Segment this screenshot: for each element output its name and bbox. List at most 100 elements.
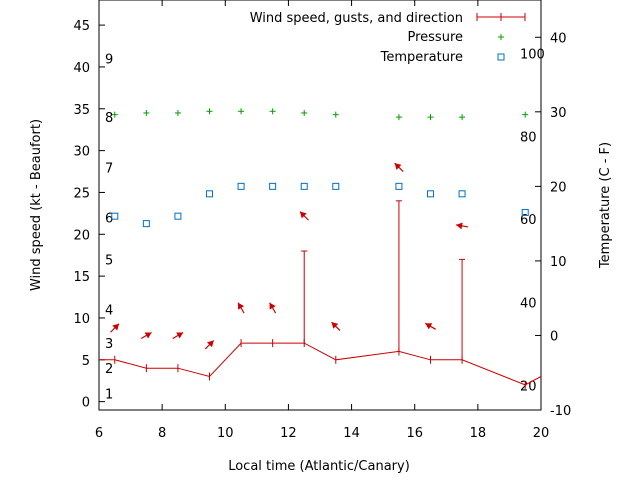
y-tick-label: 30 bbox=[73, 145, 90, 160]
fahrenheit-label: 20 bbox=[520, 379, 537, 394]
pressure-point bbox=[269, 108, 276, 115]
y-tick-label: 0 bbox=[82, 396, 90, 411]
plot-frame bbox=[98, 0, 542, 411]
wind-arrow-head bbox=[331, 322, 339, 329]
pressure-point bbox=[206, 108, 213, 115]
wind-arrow bbox=[394, 162, 404, 173]
beaufort-label: 1 bbox=[105, 387, 113, 402]
pressure-point bbox=[143, 109, 150, 116]
beaufort-scale: 1 2 3 4 5 6 7 8 9 bbox=[105, 53, 113, 403]
pressure-point bbox=[522, 111, 529, 118]
fahrenheit-label: 80 bbox=[520, 130, 537, 145]
temperature-point bbox=[142, 220, 150, 228]
temperature-point bbox=[332, 182, 340, 190]
y2-tick-label: 40 bbox=[550, 31, 567, 46]
pressure-series bbox=[111, 108, 529, 121]
wind-arrow bbox=[204, 340, 215, 350]
x-tick-label: 10 bbox=[217, 426, 234, 441]
y2-axis-label: Temperature (C - F) bbox=[598, 142, 613, 269]
wind-arrow bbox=[269, 302, 277, 314]
x-tick-label: 14 bbox=[343, 426, 360, 441]
wind-arrow-head bbox=[425, 323, 433, 330]
wind-arrow bbox=[425, 322, 436, 330]
y-tick-label: 10 bbox=[73, 312, 90, 327]
fahrenheit-label: 60 bbox=[520, 213, 537, 228]
beaufort-label: 9 bbox=[105, 53, 113, 68]
y-tick-label: 45 bbox=[73, 19, 90, 34]
pressure-point bbox=[111, 111, 118, 118]
y-tick-label: 35 bbox=[73, 103, 90, 118]
x-tick-label: 12 bbox=[280, 426, 297, 441]
y-axis-left: 0 5 10 15 20 25 30 35 40 45 bbox=[73, 19, 105, 411]
temperature-point bbox=[427, 190, 434, 198]
wind-arrow-head bbox=[176, 332, 184, 339]
wind-arrow-head bbox=[112, 323, 120, 331]
pressure-point bbox=[395, 114, 402, 121]
temperature-point bbox=[300, 182, 308, 190]
pressure-point bbox=[174, 109, 181, 116]
y2-tick-label: -10 bbox=[550, 404, 571, 419]
pressure-point bbox=[332, 111, 339, 118]
temperature-point bbox=[111, 212, 119, 220]
temperature-point bbox=[395, 182, 403, 190]
x-tick-label: 16 bbox=[406, 426, 423, 441]
y-tick-label: 20 bbox=[73, 228, 90, 243]
y-axis-right: -10 0 10 20 30 40 bbox=[535, 31, 571, 419]
temperature-point bbox=[521, 208, 529, 216]
y-tick-label: 25 bbox=[73, 186, 90, 201]
gust-series bbox=[301, 200, 466, 360]
wind-arrow-head bbox=[299, 211, 307, 219]
wind-arrow bbox=[140, 332, 152, 340]
wind-arrow-head bbox=[394, 163, 402, 170]
beaufort-label: 6 bbox=[105, 212, 113, 227]
temperature-point bbox=[269, 182, 277, 190]
beaufort-label: 3 bbox=[105, 337, 113, 352]
wind-speed-points bbox=[114, 339, 526, 389]
y2-tick-label: 10 bbox=[550, 255, 567, 270]
y-tick-label: 5 bbox=[82, 354, 90, 369]
legend-pressure-sample bbox=[498, 34, 504, 40]
y2-tick-label: 30 bbox=[550, 106, 567, 121]
y2-tick-label: 20 bbox=[550, 180, 567, 195]
wind-arrow bbox=[110, 323, 120, 333]
x-tick-label: 20 bbox=[533, 426, 550, 441]
fahrenheit-label: 100 bbox=[520, 48, 545, 63]
wind-direction-arrows bbox=[110, 162, 469, 350]
x-tick-label: 8 bbox=[158, 426, 166, 441]
x-tick-label: 18 bbox=[470, 426, 487, 441]
wind-arrow bbox=[331, 321, 341, 331]
pressure-point bbox=[459, 114, 466, 121]
beaufort-label: 7 bbox=[105, 161, 113, 176]
x-axis: 6 8 10 12 14 16 18 20 bbox=[95, 0, 549, 441]
temperature-series bbox=[111, 182, 529, 228]
wind-arrow-head bbox=[238, 302, 245, 310]
wind-arrow-head bbox=[207, 340, 214, 348]
beaufort-label: 8 bbox=[105, 111, 113, 126]
y-tick-label: 15 bbox=[73, 270, 90, 285]
x-axis-label: Local time (Atlantic/Canary) bbox=[228, 459, 410, 474]
wind-arrow bbox=[237, 302, 245, 314]
wind-arrow-head bbox=[456, 222, 463, 230]
wind-arrow bbox=[299, 211, 309, 221]
pressure-point bbox=[238, 108, 245, 115]
beaufort-label: 4 bbox=[105, 304, 113, 319]
legend-temperature-sample bbox=[497, 53, 505, 61]
beaufort-label: 5 bbox=[105, 253, 113, 268]
legend-wind-label: Wind speed, gusts, and direction bbox=[250, 11, 463, 26]
y2-tick-label: 0 bbox=[550, 329, 558, 344]
legend: Wind speed, gusts, and direction Pressur… bbox=[250, 11, 526, 65]
legend-pressure-label: Pressure bbox=[407, 30, 463, 45]
legend-temperature-label: Temperature bbox=[380, 50, 463, 65]
temperature-point bbox=[174, 212, 182, 220]
wind-speed-line bbox=[99, 342, 542, 386]
fahrenheit-label: 40 bbox=[520, 297, 537, 312]
pressure-point bbox=[427, 114, 434, 121]
pressure-point bbox=[301, 109, 308, 116]
x-tick-label: 6 bbox=[95, 426, 103, 441]
wind-arrow bbox=[172, 332, 184, 340]
temperature-point bbox=[206, 190, 213, 198]
fahrenheit-scale: 20 40 60 80 100 bbox=[520, 48, 545, 395]
y-axis-label: Wind speed (kt - Beaufort) bbox=[29, 119, 44, 291]
